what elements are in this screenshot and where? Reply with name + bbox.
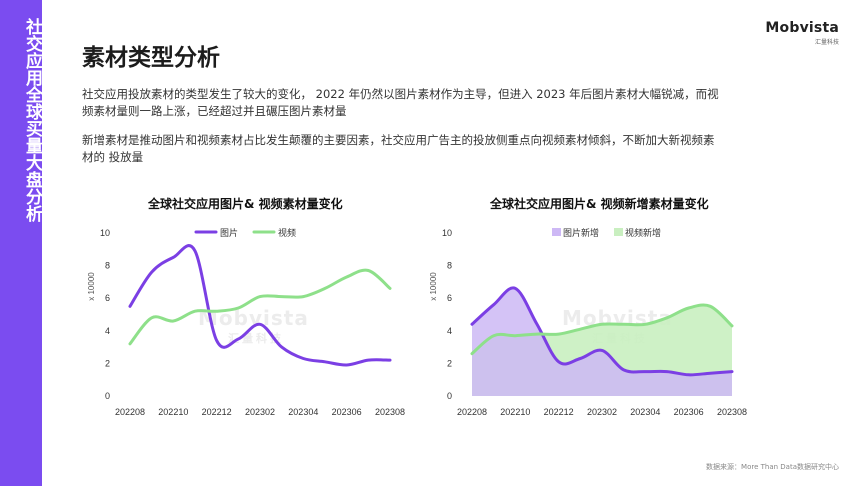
x-tick-label: 202210 bbox=[158, 407, 188, 417]
logo-sub: 汇量科技 bbox=[814, 39, 839, 46]
legend-label-图片新增: 图片新增 bbox=[563, 227, 599, 238]
legend-swatch-图片新增 bbox=[552, 228, 561, 236]
x-tick-label: 202208 bbox=[115, 407, 145, 417]
x-tick-label: 202208 bbox=[457, 407, 487, 417]
mobvista-logo: Mobvista 汇量科技 bbox=[765, 20, 839, 46]
x-tick-label: 202302 bbox=[587, 407, 617, 417]
y-tick-label: 0 bbox=[105, 391, 110, 401]
y-axis-label: x 10000 bbox=[430, 272, 438, 301]
data-source: 数据来源：More Than Data数据研究中心 bbox=[706, 463, 839, 471]
chart2: 0 2 4 6 8 10 x 10000 202208 202210 202212 202302 20… bbox=[430, 227, 747, 417]
legend-label-图片: 图片 bbox=[220, 227, 238, 238]
y-tick-label: 2 bbox=[105, 358, 110, 368]
series-line-图片 bbox=[128, 244, 392, 367]
y-tick-label: 4 bbox=[105, 326, 110, 336]
y-tick-label: 2 bbox=[447, 358, 452, 368]
x-tick-label: 202304 bbox=[630, 407, 660, 417]
y-tick-label: 6 bbox=[105, 293, 110, 303]
x-tick-label: 202306 bbox=[332, 407, 362, 417]
legend-swatch-视频新增 bbox=[614, 228, 623, 236]
y-tick-label: 10 bbox=[100, 228, 110, 238]
intro-paragraph-1: 社交应用投放素材的类型发生了较大的变化， 2022 年仍然以图片素材作为主导，但… bbox=[82, 87, 719, 118]
x-tick-label: 202308 bbox=[375, 407, 405, 417]
watermark-1-sub: 汇量科技 bbox=[228, 332, 284, 345]
y-tick-label: 8 bbox=[447, 261, 452, 271]
series-area-图片新增 bbox=[472, 287, 732, 396]
x-tick-label: 202212 bbox=[544, 407, 574, 417]
chart2-title: 全球社交应用图片& 视频新增素材量变化 bbox=[490, 197, 709, 211]
x-tick-label: 202210 bbox=[500, 407, 530, 417]
page-title: 素材类型分析 bbox=[82, 45, 220, 71]
series-line-视频新增 bbox=[470, 303, 734, 356]
y-tick-label: 0 bbox=[447, 391, 452, 401]
chart1: 0 2 4 6 8 10 x 10000 202208 202210 202212 202302 20… bbox=[88, 227, 405, 417]
series-line-视频 bbox=[128, 268, 392, 346]
x-tick-label: 202304 bbox=[288, 407, 318, 417]
series-line-图片新增 bbox=[470, 286, 734, 377]
chart1-title: 全球社交应用图片& 视频素材量变化 bbox=[148, 197, 343, 211]
sidebar-title: 社交应用全球买量大盘分析 bbox=[22, 18, 42, 222]
y-tick-label: 8 bbox=[105, 261, 110, 271]
intro-paragraph-2: 新增素材是推动图片和视频素材占比发生颠覆的主要因素，社交应用广告主的投放侧重点向… bbox=[82, 133, 715, 164]
logo-name: Mobvista bbox=[765, 20, 839, 36]
y-axis-label: x 10000 bbox=[88, 272, 96, 301]
x-tick-label: 202212 bbox=[202, 407, 232, 417]
y-tick-label: 4 bbox=[447, 326, 452, 336]
y-tick-label: 6 bbox=[447, 293, 452, 303]
legend-label-视频新增: 视频新增 bbox=[625, 227, 661, 238]
legend-label-视频: 视频 bbox=[278, 227, 296, 238]
x-tick-label: 202306 bbox=[674, 407, 704, 417]
y-tick-label: 10 bbox=[442, 228, 452, 238]
x-tick-label: 202308 bbox=[717, 407, 747, 417]
x-tick-label: 202302 bbox=[245, 407, 275, 417]
sidebar: 社交应用全球买量大盘分析 bbox=[0, 0, 42, 486]
